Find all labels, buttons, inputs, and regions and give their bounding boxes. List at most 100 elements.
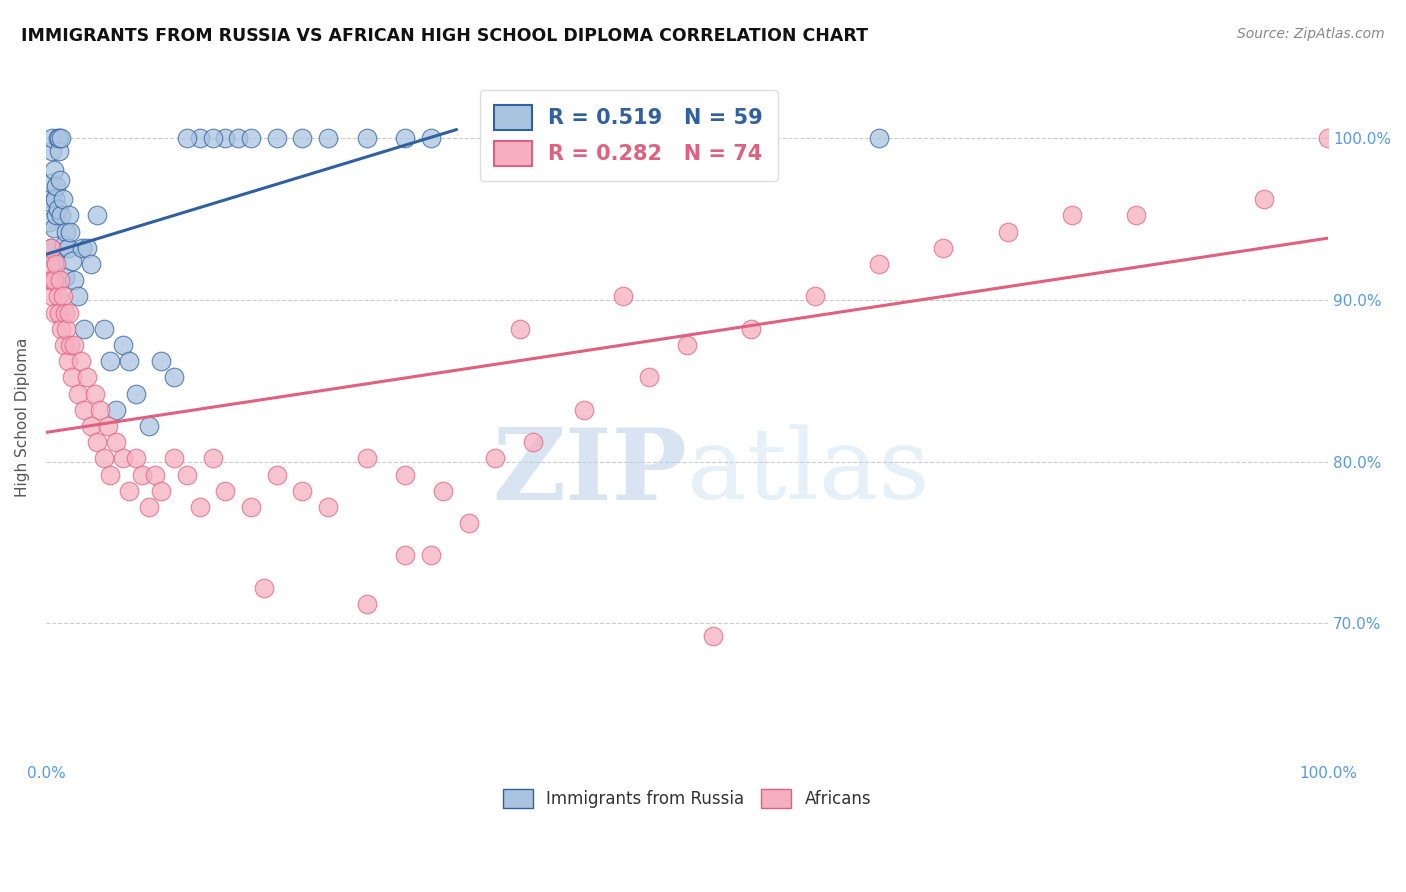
Point (163, 451, 186, 466)
Point (59, 338, 82, 352)
Point (253, 581, 276, 595)
Point (49, 173, 72, 187)
Point (38, 215, 60, 229)
Point (45, 179, 67, 194)
Point (188, 130, 211, 145)
Legend: Immigrants from Russia, Africans: Immigrants from Russia, Africans (496, 782, 877, 814)
Point (868, 130, 890, 145)
Point (740, 322, 762, 336)
Point (118, 483, 141, 498)
Point (176, 130, 198, 145)
Point (80, 419, 103, 434)
Point (574, 402, 596, 417)
Point (41, 289, 63, 303)
Point (83, 386, 105, 401)
Point (53, 270, 76, 285)
Point (42, 273, 65, 287)
Point (76, 370, 98, 384)
Point (509, 322, 531, 336)
Point (105, 435, 128, 450)
Point (522, 130, 544, 145)
Y-axis label: High School Diploma: High School Diploma (15, 337, 30, 497)
Point (240, 130, 263, 145)
Point (53, 305, 76, 319)
Point (1253, 192, 1275, 206)
Point (42, 163, 65, 178)
Point (51, 130, 73, 145)
Point (41, 144, 63, 158)
Point (96, 419, 118, 434)
Point (76, 241, 98, 255)
Point (356, 597, 378, 611)
Point (45, 257, 67, 271)
Point (997, 225, 1019, 239)
Point (48, 305, 70, 319)
Text: ZIP: ZIP (492, 424, 688, 521)
Point (150, 354, 173, 368)
Point (266, 130, 288, 145)
Point (138, 500, 160, 514)
Point (63, 273, 86, 287)
Point (55, 322, 77, 336)
Point (46, 130, 69, 145)
Point (868, 257, 890, 271)
Point (150, 483, 173, 498)
Point (55, 225, 77, 239)
Point (188, 500, 211, 514)
Point (73, 402, 96, 417)
Point (60, 253, 83, 268)
Point (58, 209, 80, 223)
Point (39, 241, 62, 255)
Point (52, 289, 75, 303)
Point (48, 130, 70, 145)
Point (356, 130, 378, 145)
Point (66, 289, 89, 303)
Point (80, 257, 103, 271)
Point (118, 354, 141, 368)
Point (89, 402, 111, 417)
Point (56, 241, 79, 255)
Point (86, 435, 108, 450)
Point (52, 338, 75, 352)
Point (612, 289, 634, 303)
Point (51, 322, 73, 336)
Point (73, 322, 96, 336)
Text: IMMIGRANTS FROM RUSSIA VS AFRICAN HIGH SCHOOL DIPLOMA CORRELATION CHART: IMMIGRANTS FROM RUSSIA VS AFRICAN HIGH S… (21, 27, 868, 45)
Point (419, 549, 441, 563)
Point (125, 451, 148, 466)
Point (163, 370, 186, 384)
Point (176, 467, 198, 482)
Point (52, 237, 75, 252)
Point (98, 467, 121, 482)
Point (93, 322, 115, 336)
Point (93, 451, 115, 466)
Point (131, 467, 153, 482)
Point (702, 629, 724, 643)
Point (70, 241, 93, 255)
Point (676, 338, 699, 352)
Point (98, 354, 121, 368)
Point (201, 130, 224, 145)
Point (394, 467, 416, 482)
Point (676, 130, 699, 145)
Point (63, 338, 86, 352)
Point (394, 549, 416, 563)
Point (394, 130, 416, 145)
Point (38, 191, 60, 205)
Point (1060, 209, 1083, 223)
Point (48, 144, 70, 158)
Point (60, 370, 83, 384)
Point (214, 130, 236, 145)
Point (143, 467, 166, 482)
Point (59, 225, 82, 239)
Point (52, 192, 75, 206)
Point (522, 435, 544, 450)
Point (44, 305, 66, 319)
Point (46, 202, 69, 216)
Point (69, 354, 91, 368)
Point (1317, 130, 1340, 145)
Point (214, 483, 236, 498)
Point (201, 451, 224, 466)
Point (291, 483, 314, 498)
Point (41, 130, 63, 145)
